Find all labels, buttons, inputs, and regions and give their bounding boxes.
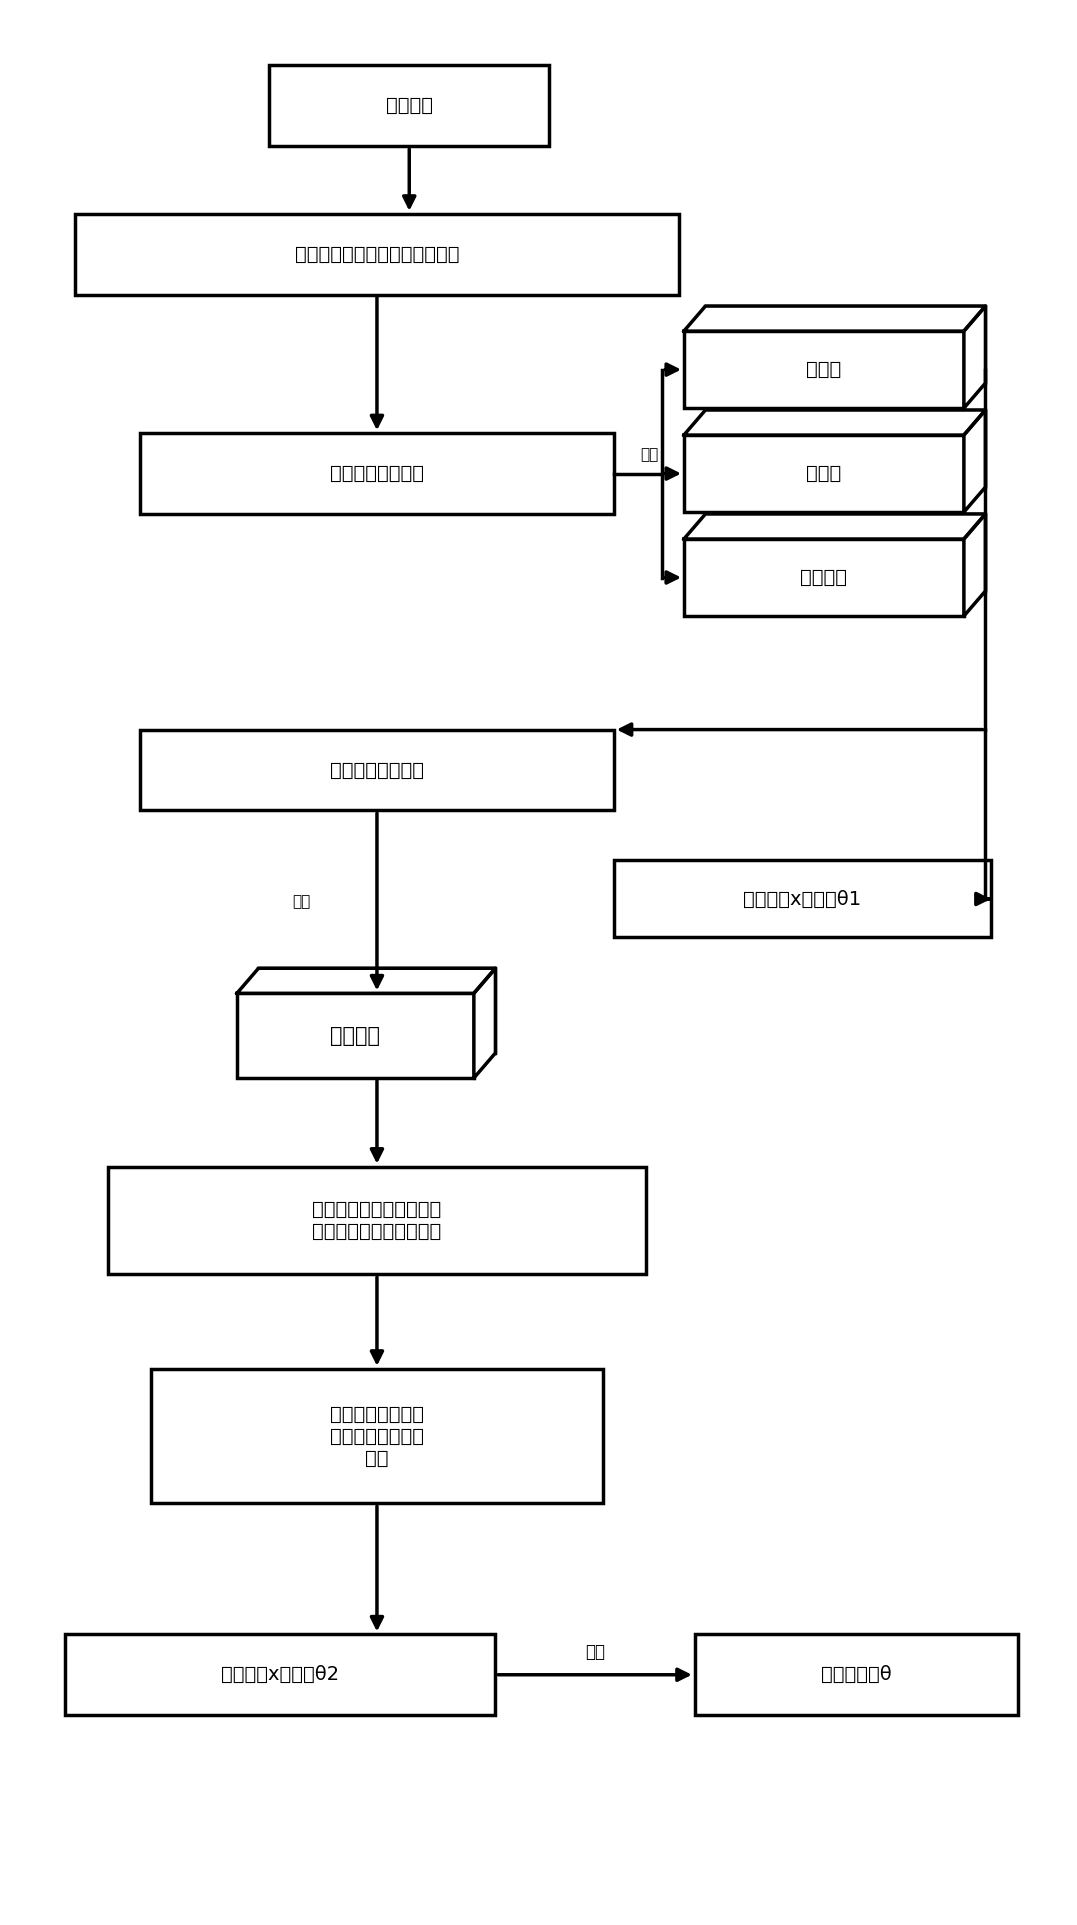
Bar — [140, 433, 614, 514]
Bar — [269, 65, 549, 146]
Text: 归一化的雷登变换: 归一化的雷登变换 — [330, 760, 424, 780]
Text: 提取多峰值，并反变换回
欧式空间定位多束肌纤维: 提取多峰值，并反变换回 欧式空间定位多束肌纤维 — [312, 1199, 442, 1242]
Polygon shape — [964, 306, 985, 408]
Polygon shape — [964, 410, 985, 512]
Bar — [705, 514, 985, 591]
Bar — [258, 968, 495, 1053]
Text: 归一化的雷登变换: 归一化的雷登变换 — [330, 464, 424, 483]
Polygon shape — [684, 410, 985, 435]
Polygon shape — [237, 968, 495, 993]
Bar — [108, 1167, 646, 1274]
Bar — [237, 993, 474, 1078]
Text: 输出: 输出 — [293, 895, 310, 909]
Bar — [705, 306, 985, 383]
Text: 肌束区域: 肌束区域 — [800, 568, 848, 587]
Bar — [705, 410, 985, 487]
Text: 深筋膜: 深筋膜 — [807, 360, 841, 379]
Bar — [65, 1634, 495, 1715]
Bar — [684, 435, 964, 512]
Bar — [140, 730, 614, 810]
Bar — [684, 539, 964, 616]
Text: 输出羽状角θ: 输出羽状角θ — [821, 1665, 892, 1684]
Bar — [614, 860, 991, 937]
Bar — [151, 1369, 603, 1503]
Bar — [75, 214, 679, 295]
Polygon shape — [964, 514, 985, 616]
Text: 浅筋膜: 浅筋膜 — [807, 464, 841, 483]
Text: 限制对比度的自适应直方图均衡: 限制对比度的自适应直方图均衡 — [295, 244, 459, 264]
Polygon shape — [684, 306, 985, 331]
Text: 输入图像: 输入图像 — [386, 96, 433, 115]
Text: 求和: 求和 — [585, 1642, 605, 1661]
Text: 对所有定位到的肌
纤维方向进行加权
平均: 对所有定位到的肌 纤维方向进行加权 平均 — [330, 1405, 424, 1467]
Bar — [684, 331, 964, 408]
Bar — [695, 1634, 1018, 1715]
Text: 肌纤维与x轴夹角θ2: 肌纤维与x轴夹角θ2 — [221, 1665, 339, 1684]
Polygon shape — [474, 968, 495, 1078]
Polygon shape — [684, 514, 985, 539]
Text: 变换矩阵: 变换矩阵 — [331, 1026, 380, 1045]
Text: 深筋膜与x轴夹角θ1: 深筋膜与x轴夹角θ1 — [743, 889, 862, 909]
Text: 输出: 输出 — [640, 447, 658, 462]
